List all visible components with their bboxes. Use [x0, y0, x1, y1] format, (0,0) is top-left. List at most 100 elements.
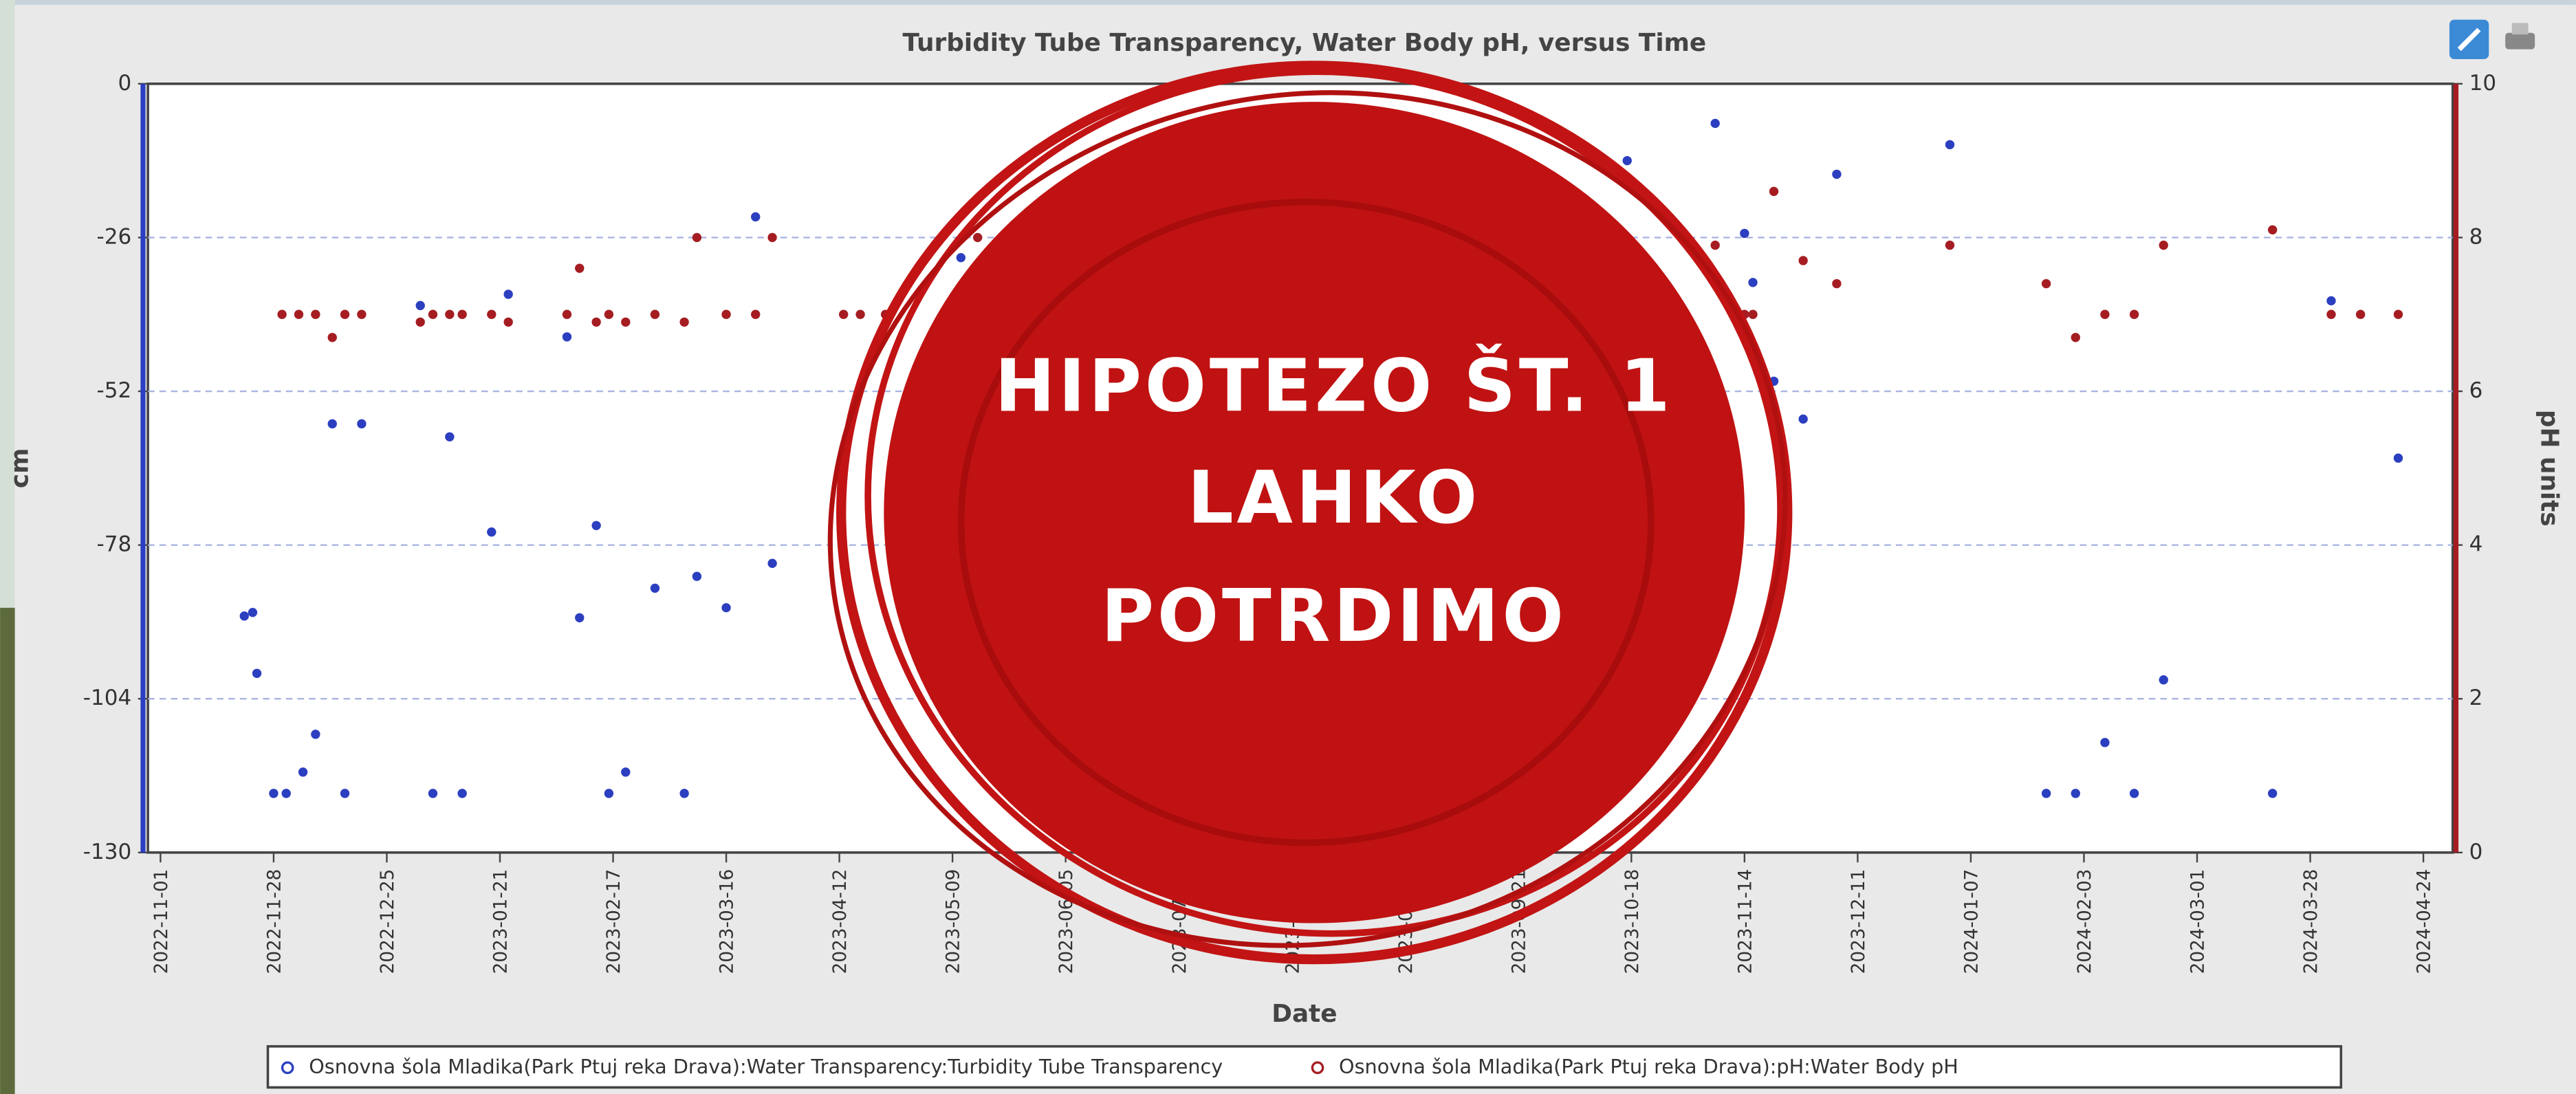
- data-point: [457, 309, 467, 319]
- data-point: [357, 309, 367, 319]
- data-point: [1748, 278, 1758, 287]
- x-tick-label: 2023-01-21: [491, 869, 512, 974]
- data-point: [650, 583, 660, 593]
- data-point: [1945, 140, 1955, 150]
- print-icon[interactable]: [2505, 23, 2535, 50]
- data-point: [415, 317, 425, 327]
- data-point: [973, 232, 983, 243]
- y2-tick-label: 0: [2469, 840, 2483, 864]
- x-axis-title: Date: [1271, 1000, 1337, 1028]
- y-tick-label: -104: [83, 686, 131, 710]
- data-point: [2267, 789, 2278, 798]
- y2-tick-label: 4: [2469, 532, 2483, 557]
- y-tick-label: -52: [97, 378, 132, 403]
- link-glyph: [2457, 28, 2481, 52]
- y2-axis-title: pH units: [2535, 410, 2564, 527]
- chart-title: Turbidity Tube Transparency, Water Body …: [903, 29, 1707, 57]
- legend-marker: [281, 1061, 294, 1075]
- stamp-text: HIPOTEZO ŠT. 1: [994, 343, 1673, 428]
- stamp-ring: [836, 61, 1793, 965]
- data-point: [1622, 155, 1632, 166]
- data-point: [679, 789, 689, 798]
- data-point: [428, 789, 438, 798]
- data-point: [621, 317, 631, 327]
- data-point: [239, 611, 249, 621]
- data-point: [311, 309, 320, 319]
- data-point: [751, 212, 761, 222]
- data-point: [340, 309, 350, 319]
- legend-label: Osnovna šola Mladika(Park Ptuj reka Drav…: [1339, 1055, 1958, 1078]
- x-tick-label: 2024-03-28: [2301, 869, 2322, 974]
- x-tick-label: 2022-11-01: [151, 869, 172, 974]
- y-axis-title: cm: [6, 448, 34, 489]
- data-point: [252, 668, 262, 678]
- link-icon[interactable]: [2449, 19, 2489, 60]
- data-point: [1710, 240, 1720, 250]
- data-point: [327, 333, 337, 342]
- data-point: [767, 232, 777, 243]
- data-point: [2041, 789, 2051, 798]
- legend: [266, 1044, 2343, 1089]
- stamp-texture: [957, 199, 1655, 846]
- x-tick-label: 2023-05-09: [943, 869, 964, 974]
- data-point: [2071, 789, 2080, 798]
- x-tick-label: 2024-04-24: [2414, 869, 2435, 974]
- y2-tick-label: 6: [2469, 378, 2483, 403]
- stamp-ring: [864, 68, 1784, 937]
- data-point: [503, 289, 513, 299]
- data-point: [2393, 309, 2403, 319]
- x-tick-label: 2022-12-25: [378, 869, 398, 974]
- data-point: [503, 317, 513, 327]
- data-point: [2267, 225, 2278, 234]
- data-point: [357, 419, 367, 429]
- data-point: [327, 419, 337, 429]
- data-point: [692, 232, 702, 243]
- y-tick-label: -26: [97, 224, 132, 249]
- data-point: [855, 309, 865, 319]
- data-point: [415, 300, 425, 311]
- data-point: [591, 521, 601, 530]
- legend-marker: [1311, 1061, 1324, 1075]
- data-point: [428, 309, 438, 319]
- data-point: [956, 252, 966, 263]
- data-point: [298, 767, 308, 777]
- data-point: [2326, 309, 2336, 319]
- data-point: [621, 767, 631, 777]
- data-point: [2100, 738, 2110, 747]
- legend-label: Osnovna šola Mladika(Park Ptuj reka Drav…: [309, 1055, 1223, 1078]
- data-point: [604, 789, 614, 798]
- stamp-text: LAHKO: [1188, 455, 1481, 540]
- data-point: [838, 309, 849, 319]
- x-tick-label: 2023-04-12: [830, 869, 851, 974]
- x-tick-label: 2024-03-01: [2188, 869, 2209, 974]
- y2-tick-label: 2: [2469, 686, 2483, 710]
- data-point: [311, 730, 320, 739]
- data-point: [1710, 118, 1720, 129]
- y2-tick-label: 10: [2469, 71, 2497, 96]
- data-point: [575, 263, 585, 273]
- print-button[interactable]: [2505, 32, 2535, 50]
- data-point: [562, 309, 572, 319]
- data-point: [650, 309, 660, 319]
- x-tick-label: 2023-10-18: [1622, 869, 1643, 974]
- data-point: [2100, 309, 2110, 319]
- print-paper: [2511, 23, 2529, 35]
- data-point: [1798, 414, 1808, 424]
- data-point: [487, 527, 496, 537]
- data-point: [721, 603, 731, 613]
- x-tick-label: 2023-03-16: [717, 869, 738, 974]
- x-tick-label: 2023-02-17: [604, 869, 624, 974]
- data-point: [340, 789, 350, 798]
- data-point: [1769, 186, 1779, 197]
- data-point: [2041, 278, 2051, 289]
- x-tick-label: 2022-11-28: [264, 869, 285, 974]
- stamp-text: POTRDIMO: [1101, 573, 1567, 658]
- data-point: [487, 309, 496, 319]
- stamp: HIPOTEZO ŠT. 1 LAHKO POTRDIMO: [827, 61, 1793, 965]
- data-point: [2326, 296, 2336, 306]
- data-point: [575, 613, 585, 623]
- data-point: [269, 789, 279, 798]
- data-point: [1832, 278, 1842, 289]
- data-point: [767, 558, 777, 568]
